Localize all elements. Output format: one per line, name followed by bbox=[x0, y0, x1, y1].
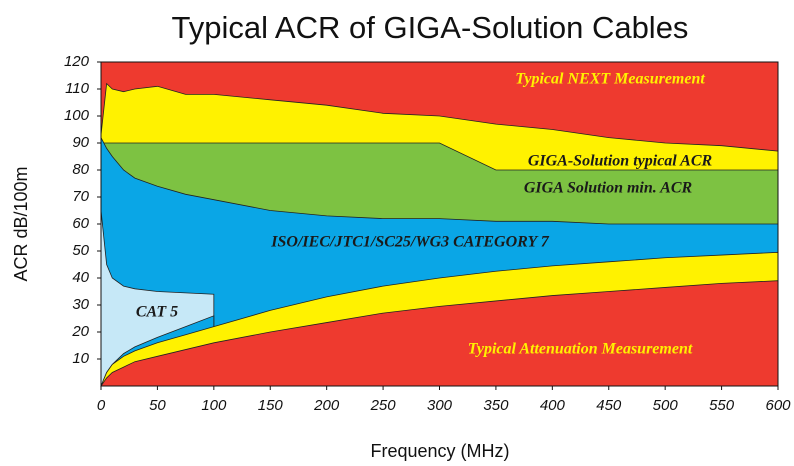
y-tick-label: 30 bbox=[72, 296, 89, 313]
annotation: ISO/IEC/JTC1/SC25/WG3 CATEGORY 7 bbox=[270, 234, 549, 251]
y-tick-label: 90 bbox=[72, 134, 89, 151]
x-tick-label: 50 bbox=[149, 397, 166, 414]
x-tick-label: 450 bbox=[596, 397, 622, 414]
annotation: Typical NEXT Measurement bbox=[515, 71, 705, 88]
y-tick-label: 80 bbox=[72, 161, 89, 178]
y-tick-label: 50 bbox=[72, 242, 89, 259]
x-tick-label: 0 bbox=[97, 397, 106, 414]
y-tick-label: 60 bbox=[72, 215, 89, 232]
y-tick-label: 70 bbox=[72, 188, 89, 205]
y-tick-label: 20 bbox=[71, 323, 89, 340]
y-tick-label: 100 bbox=[64, 107, 90, 124]
annotation: GIGA Solution min. ACR bbox=[524, 180, 693, 197]
chart-title: Typical ACR of GIGA-Solution Cables bbox=[172, 10, 689, 45]
y-tick-label: 10 bbox=[72, 350, 89, 367]
x-tick-label: 400 bbox=[540, 397, 566, 414]
x-tick-label: 550 bbox=[709, 397, 735, 414]
x-tick-label: 350 bbox=[483, 397, 509, 414]
y-tick-label: 110 bbox=[65, 80, 90, 97]
x-axis-label: Frequency (MHz) bbox=[370, 441, 509, 461]
annotation: GIGA-Solution typical ACR bbox=[528, 153, 713, 170]
annotation: Typical Attenuation Measurement bbox=[468, 341, 693, 358]
y-tick-label: 120 bbox=[64, 53, 90, 70]
x-tick-label: 500 bbox=[653, 397, 679, 414]
y-axis-label: ACR dB/100m bbox=[11, 166, 31, 281]
annotation: CAT 5 bbox=[136, 304, 178, 321]
x-tick-label: 600 bbox=[765, 397, 791, 414]
area bbox=[100, 280, 779, 387]
x-tick-label: 150 bbox=[258, 397, 284, 414]
x-tick-label: 200 bbox=[313, 397, 340, 414]
y-tick-label: 40 bbox=[72, 269, 89, 286]
x-tick-label: 300 bbox=[427, 397, 453, 414]
x-tick-label: 250 bbox=[370, 397, 397, 414]
x-tick-label: 100 bbox=[201, 397, 227, 414]
